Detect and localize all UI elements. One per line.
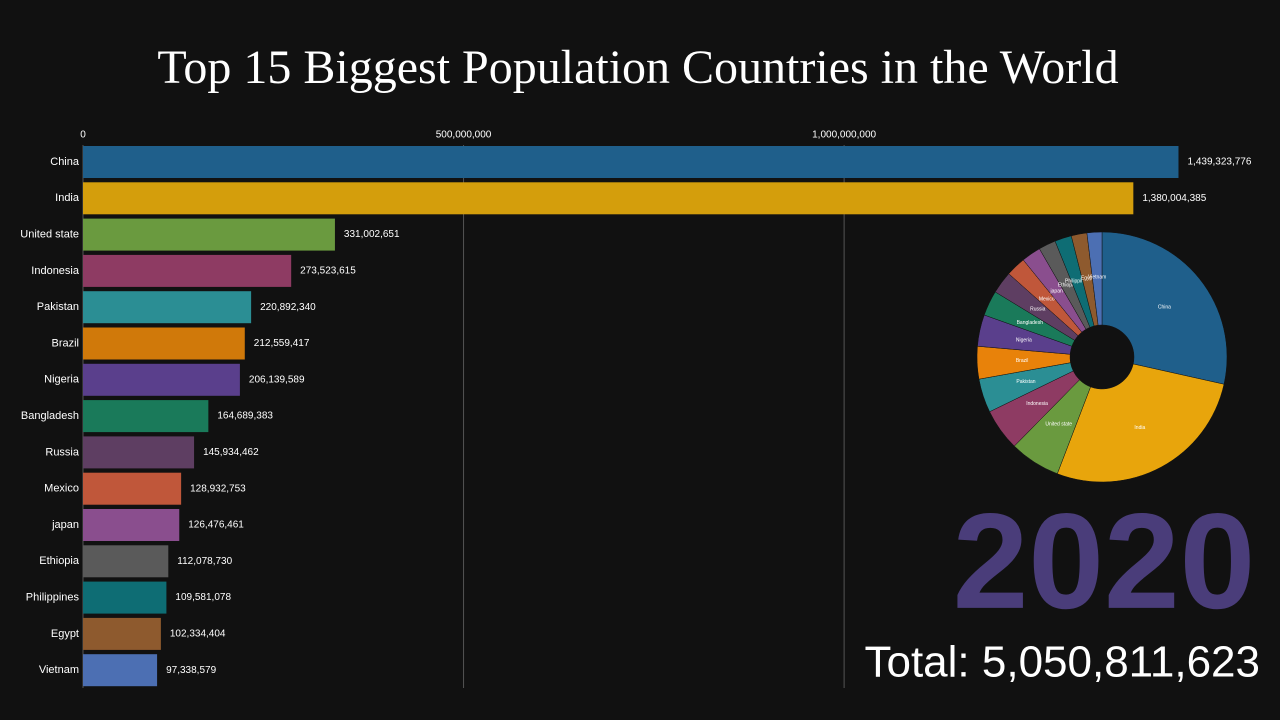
category-label: japan	[51, 519, 79, 531]
category-label: United state	[20, 229, 79, 241]
bar	[83, 617, 161, 650]
bar	[83, 545, 169, 578]
chart-title: Top 15 Biggest Population Countries in t…	[157, 41, 1118, 94]
pie-label: Russia	[1030, 307, 1046, 313]
total-label: Total: 5,050,811,623	[864, 638, 1260, 687]
bar	[83, 654, 158, 687]
bar	[83, 363, 240, 396]
bar	[83, 182, 1134, 215]
pie-slice	[1086, 231, 1103, 326]
value-label: 164,689,383	[217, 411, 273, 422]
category-label: Vietnam	[39, 664, 79, 676]
pie-label: Pakistan	[1016, 379, 1035, 385]
category-label: Ethiopia	[39, 555, 80, 567]
year-label: 2020	[953, 485, 1256, 637]
pie-label: Egypt	[1081, 276, 1094, 282]
bar	[83, 509, 180, 541]
bar	[83, 291, 252, 324]
value-label: 331,002,651	[344, 229, 400, 240]
category-label: Mexico	[44, 483, 79, 495]
value-label: 1,380,004,385	[1142, 193, 1206, 204]
pie-label: Ethiopia	[1058, 282, 1076, 288]
category-label: Pakistan	[37, 301, 79, 313]
pie-label: Nigeria	[1016, 337, 1032, 343]
value-label: 206,139,589	[249, 374, 305, 385]
pie-label: Indonesia	[1026, 401, 1048, 407]
category-label: Russia	[45, 446, 80, 458]
pie-label: United state	[1045, 422, 1072, 428]
value-label: 109,581,078	[175, 592, 231, 603]
value-label: 102,334,404	[170, 629, 226, 640]
bar	[83, 254, 292, 287]
x-tick-label: 0	[80, 130, 86, 141]
value-label: 128,932,753	[190, 483, 246, 494]
category-label: India	[55, 192, 80, 204]
pie-label: Brazil	[1016, 358, 1029, 364]
category-label: Indonesia	[31, 265, 80, 277]
value-label: 212,559,417	[254, 338, 310, 349]
category-label: Nigeria	[44, 374, 80, 386]
value-label: 145,934,462	[203, 447, 259, 458]
x-tick-label: 500,000,000	[436, 130, 492, 141]
value-label: 273,523,615	[300, 266, 356, 277]
x-tick-label: 1,000,000,000	[812, 130, 876, 141]
pie-label: Bangladesh	[1017, 320, 1044, 326]
category-label: Brazil	[51, 337, 79, 349]
pie-label: India	[1134, 425, 1145, 431]
pie-label: Vietnam	[1088, 274, 1106, 280]
pie-slice	[1101, 231, 1228, 385]
value-label: 1,439,323,776	[1187, 157, 1251, 168]
category-label: Philippines	[26, 592, 80, 604]
value-label: 220,892,340	[260, 302, 316, 313]
category-label: China	[50, 156, 80, 168]
pie-label: japan	[1050, 288, 1063, 294]
value-label: 126,476,461	[188, 520, 244, 531]
bar	[83, 436, 195, 469]
bar	[83, 218, 335, 251]
category-label: Egypt	[51, 628, 79, 640]
pie-slice	[1056, 363, 1225, 483]
value-label: 112,078,730	[177, 556, 232, 567]
bar	[83, 146, 1179, 178]
pie-label: Mexico	[1039, 296, 1055, 302]
bar	[83, 327, 245, 360]
pie-label: Philippines	[1065, 278, 1090, 284]
bar	[83, 472, 182, 505]
category-label: Bangladesh	[21, 410, 79, 422]
pie-label: China	[1158, 304, 1171, 310]
bar	[83, 400, 209, 433]
bar	[83, 581, 167, 614]
value-label: 97,338,579	[166, 665, 216, 676]
